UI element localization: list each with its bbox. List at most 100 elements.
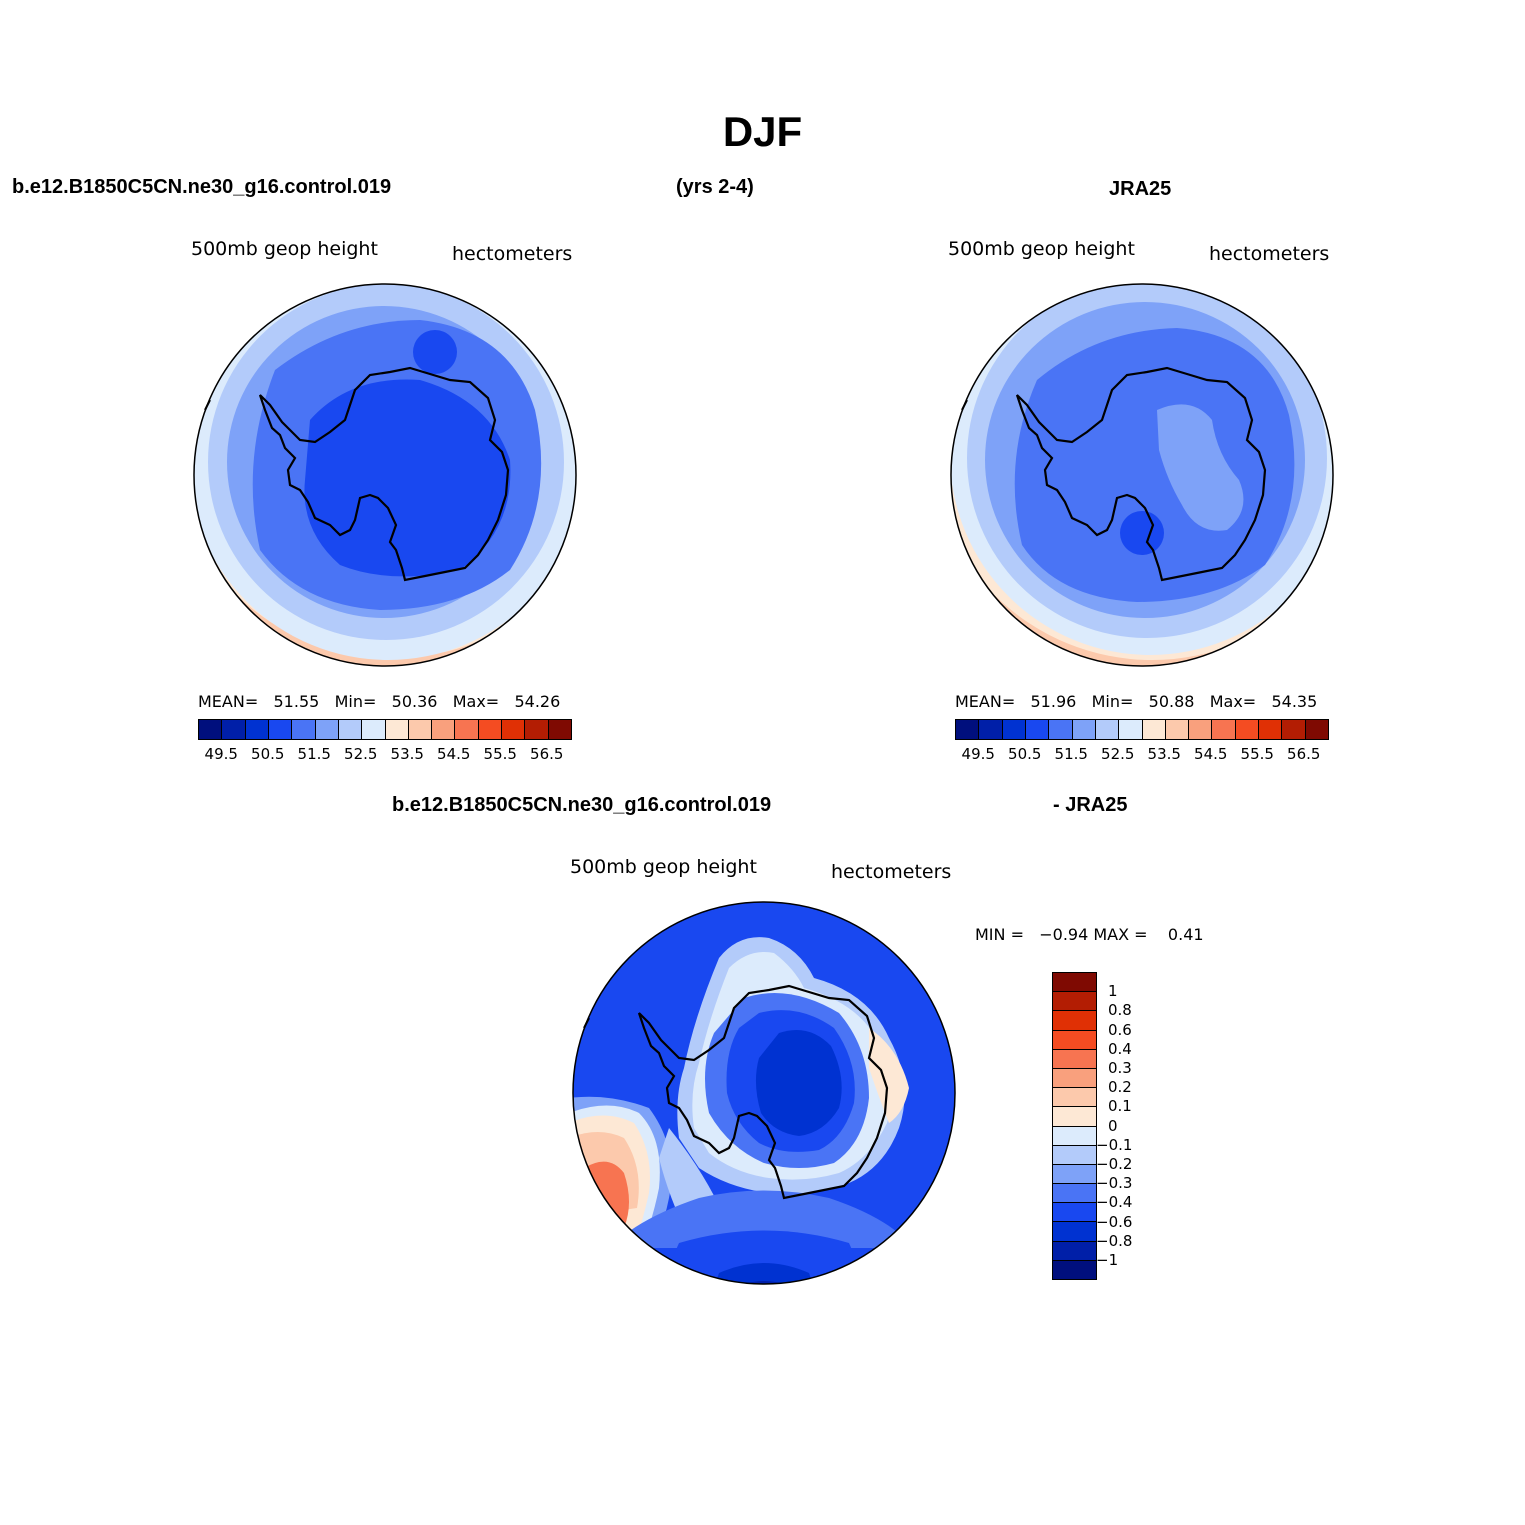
colorbar-swatch [1053,1260,1096,1279]
colorbar-swatch [199,720,223,739]
colorbar-tick-label: −0.8 [1096,1231,1133,1250]
colorbar-tick-label: 55.5 [483,745,517,763]
colorbar-swatch [1165,720,1190,739]
colorbar-swatch [1053,992,1096,1012]
colorbar-swatch [1002,720,1026,739]
difference-colorbar-labels: 1 0.8 0.6 0.4 0.3 0.2 0.1 0 −0.1 −0.2 −0.3 −0.4 −0.6… [1096,972,1182,1282]
colorbar-tick-label: 0.4 [1108,1039,1132,1058]
colorbar-swatch [1053,1222,1096,1242]
panel1-stats: MEAN= 51.55 Min= 50.36 Max= 54.26 [198,692,561,711]
colorbar-tick-label: −0.3 [1096,1174,1133,1193]
colorbar-tick-label: 52.5 [1101,745,1135,763]
colorbar-tick-label: 49.5 [961,745,995,763]
colorbar-tick-label: 0.2 [1108,1078,1132,1097]
colorbar-tick-label: 0.1 [1108,1097,1132,1116]
colorbar-swatch [1212,720,1236,739]
colorbar-tick-label: 0.6 [1108,1020,1132,1039]
colorbar-swatch [1053,973,1096,993]
colorbar-tick-label: −0.6 [1096,1212,1133,1231]
colorbar-swatch [1053,1068,1096,1089]
colorbar-tick-label: 50.5 [251,745,285,763]
panel1-colorbar [198,719,572,740]
colorbar-swatch [478,720,503,739]
colorbar-tick-label: 1 [1108,982,1118,1001]
panel2-colorbar-labels: 49.5 50.5 51.5 52.5 53.5 54.5 55.5 56.5 [955,745,1327,765]
colorbar-swatch [1053,1145,1096,1165]
colorbar-swatch [1119,720,1143,739]
colorbar-swatch [1142,720,1166,739]
colorbar-tick-label: 51.5 [297,745,331,763]
colorbar-swatch [292,720,316,739]
colorbar-swatch [1025,720,1050,739]
colorbar-swatch [1053,1203,1096,1223]
colorbar-swatch [1053,1011,1096,1031]
colorbar-swatch [1305,720,1328,739]
panel1-units-label: hectometers [452,243,573,265]
colorbar-swatch [1053,1049,1096,1069]
colorbar-swatch [502,720,526,739]
panel1-variable-label: 500mb geop height [191,238,378,260]
reference-case-label: JRA25 [1109,178,1172,200]
colorbar-swatch [432,720,456,739]
colorbar-swatch [1053,1184,1096,1204]
colorbar-tick-label: 53.5 [1147,745,1181,763]
colorbar-tick-label: 54.5 [1194,745,1228,763]
colorbar-swatch [455,720,479,739]
page-title: DJF [722,108,803,155]
colorbar-swatch [385,720,409,739]
panel3-stats: MIN = −0.94 MAX = 0.41 [975,925,1204,944]
colorbar-tick-label: −1 [1096,1251,1119,1269]
colorbar-tick-label: 53.5 [390,745,424,763]
colorbar-tick-label: 56.5 [1287,745,1321,763]
colorbar-tick-label: 0.3 [1108,1059,1132,1077]
panel2-units-label: hectometers [1209,243,1330,265]
colorbar-swatch [408,720,433,739]
colorbar-swatch [1259,720,1283,739]
panel1-colorbar-labels: 49.5 50.5 51.5 52.5 53.5 54.5 55.5 56.5 [198,745,570,765]
panel3-units-label: hectometers [831,861,952,883]
colorbar-swatch [245,720,269,739]
colorbar-swatch [956,720,980,739]
colorbar-tick-label: 51.5 [1054,745,1088,763]
diff-model-case-label: b.e12.B1850C5CN.ne30_g16.control.019 [392,794,772,816]
colorbar-swatch [1053,1030,1096,1050]
colorbar-swatch [1053,1088,1096,1108]
colorbar-tick-label: −0.2 [1096,1155,1133,1173]
colorbar-tick-label: 50.5 [1008,745,1042,763]
colorbar-swatch [1095,720,1120,739]
panel2-colorbar [955,719,1329,740]
colorbar-swatch [1053,1126,1096,1146]
colorbar-swatch [525,720,549,739]
colorbar-swatch [1053,1241,1096,1261]
colorbar-swatch [315,720,339,739]
reference-polar-map [950,283,1334,667]
colorbar-tick-label: −0.4 [1096,1193,1133,1212]
colorbar-swatch [268,720,293,739]
colorbar-tick-label: 52.5 [344,745,378,763]
model-polar-map [193,283,577,667]
model-case-label: b.e12.B1850C5CN.ne30_g16.control.019 [12,176,392,198]
colorbar-swatch [222,720,246,739]
difference-polar-map [572,901,956,1285]
panel2-stats: MEAN= 51.96 Min= 50.88 Max= 54.35 [955,692,1318,711]
colorbar-tick-label: 55.5 [1240,745,1274,763]
colorbar-swatch [1049,720,1073,739]
colorbar-swatch [1189,720,1213,739]
colorbar-swatch [1235,720,1260,739]
colorbar-swatch [1053,1107,1096,1127]
colorbar-swatch [362,720,386,739]
colorbar-swatch [1282,720,1306,739]
difference-colorbar [1052,972,1097,1280]
colorbar-tick-label: 56.5 [530,745,564,763]
colorbar-tick-label: 0 [1108,1116,1118,1135]
panel2-variable-label: 500mb geop height [948,238,1135,260]
colorbar-swatch [979,720,1003,739]
colorbar-tick-label: 0.8 [1108,1001,1132,1020]
colorbar-swatch [1053,1164,1096,1185]
colorbar-tick-label: −0.1 [1096,1135,1133,1154]
colorbar-tick-label: 54.5 [437,745,471,763]
colorbar-swatch [338,720,363,739]
colorbar-swatch [548,720,571,739]
diff-minus-label: - JRA25 [1053,794,1128,816]
panel3-variable-label: 500mb geop height [570,856,757,878]
